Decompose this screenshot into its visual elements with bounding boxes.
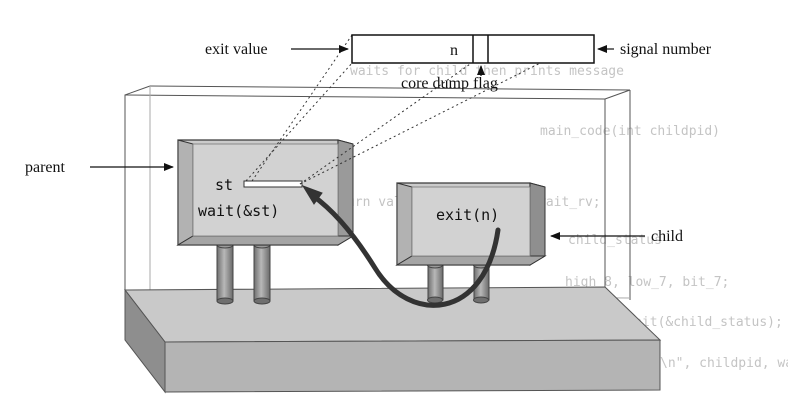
wait-call-label: wait(&st)	[198, 202, 279, 220]
parent-pillars	[216, 241, 271, 305]
status-variable-slot	[243, 180, 303, 188]
background-code-line: child_status	[568, 233, 662, 248]
child-process-box: exit(n)	[395, 182, 547, 266]
status-variable-label: st	[215, 176, 233, 194]
exit-call-label: exit(n)	[436, 206, 499, 224]
labels: exit value signal number core dump flag …	[25, 41, 712, 245]
status-projection-lines	[245, 34, 595, 185]
exit-value-label: exit value	[205, 41, 268, 58]
parent-label: parent	[25, 159, 66, 176]
background-code-line: waits for child then prints message	[350, 64, 624, 79]
signal-number-label: signal number	[620, 41, 712, 58]
background-code-line: high_8, low_7, bit_7;	[565, 275, 729, 290]
exit-status-arrow	[301, 185, 501, 308]
exit-value-field: n	[450, 42, 458, 59]
status-word: n	[351, 34, 595, 64]
floor-platform	[123, 286, 662, 394]
child-pillars	[427, 261, 490, 304]
core-dump-flag-label: core dump flag	[401, 75, 498, 92]
parent-process-box: st wait(&st)	[176, 139, 355, 246]
background-code-line: wait_rv;	[538, 195, 601, 210]
child-label: child	[651, 228, 683, 245]
